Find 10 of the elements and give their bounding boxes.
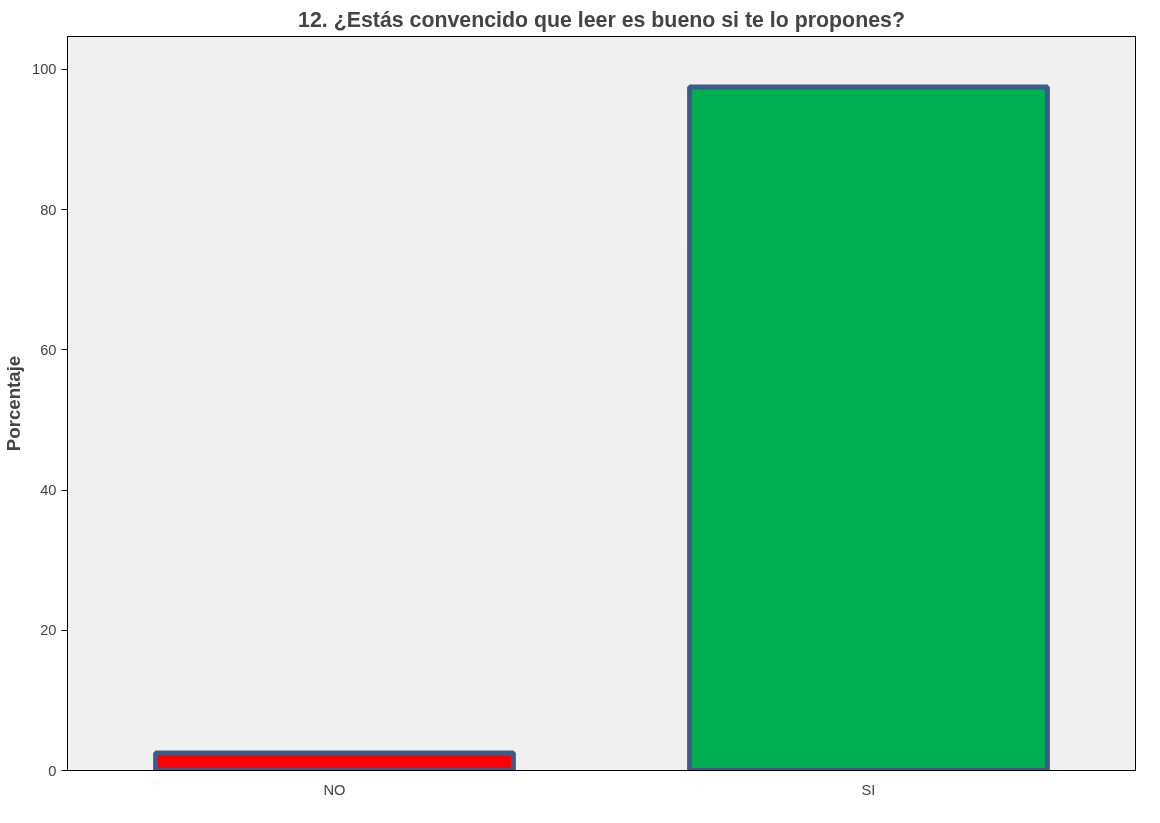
y-tick-label: 0 bbox=[48, 762, 57, 779]
x-tick-label: NO bbox=[323, 781, 346, 798]
chart-title: 12. ¿Estás convencido que leer es bueno si te lo propones? bbox=[298, 7, 905, 32]
x-tick-label: SI bbox=[861, 781, 876, 798]
y-tick-label: 60 bbox=[40, 341, 57, 358]
y-tick-label: 80 bbox=[40, 201, 57, 218]
y-axis-title: Porcentaje bbox=[3, 355, 25, 452]
y-tick-label: 100 bbox=[32, 61, 57, 78]
y-tick-label: 40 bbox=[40, 482, 57, 499]
y-tick-label: 20 bbox=[40, 622, 57, 639]
